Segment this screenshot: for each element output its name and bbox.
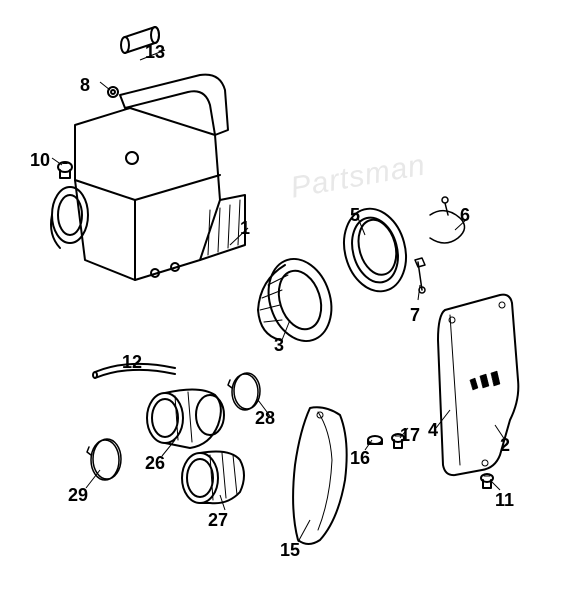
callout-6: 6	[460, 205, 470, 226]
callout-12: 12	[122, 352, 142, 373]
part-3-filter	[258, 251, 342, 349]
callout-2: 2	[500, 435, 510, 456]
callout-28: 28	[255, 408, 275, 429]
part-15-guard	[293, 407, 347, 544]
part-8	[108, 87, 118, 97]
parts-diagram: Partsman	[0, 0, 567, 601]
callout-7: 7	[410, 305, 420, 326]
part-27-boot	[182, 452, 244, 504]
callout-3: 3	[274, 335, 284, 356]
callout-11: 11	[495, 490, 514, 511]
part-10	[58, 162, 72, 178]
part-26-boot	[147, 389, 224, 448]
callout-15: 15	[280, 540, 300, 561]
callout-4: 4	[428, 420, 438, 441]
callout-13: 13	[145, 42, 165, 63]
part-29-clamp	[87, 439, 121, 480]
callout-26: 26	[145, 453, 165, 474]
callout-17: 17	[400, 425, 420, 446]
callout-8: 8	[80, 75, 90, 96]
callout-16: 16	[350, 448, 370, 469]
callout-29: 29	[68, 485, 88, 506]
part-5-gasket	[335, 202, 415, 299]
part-28-clamp	[228, 373, 260, 410]
part-1-airbox	[51, 75, 245, 280]
callout-10: 10	[30, 150, 50, 171]
callout-1: 1	[240, 218, 250, 239]
callout-5: 5	[350, 205, 360, 226]
callout-27: 27	[208, 510, 228, 531]
